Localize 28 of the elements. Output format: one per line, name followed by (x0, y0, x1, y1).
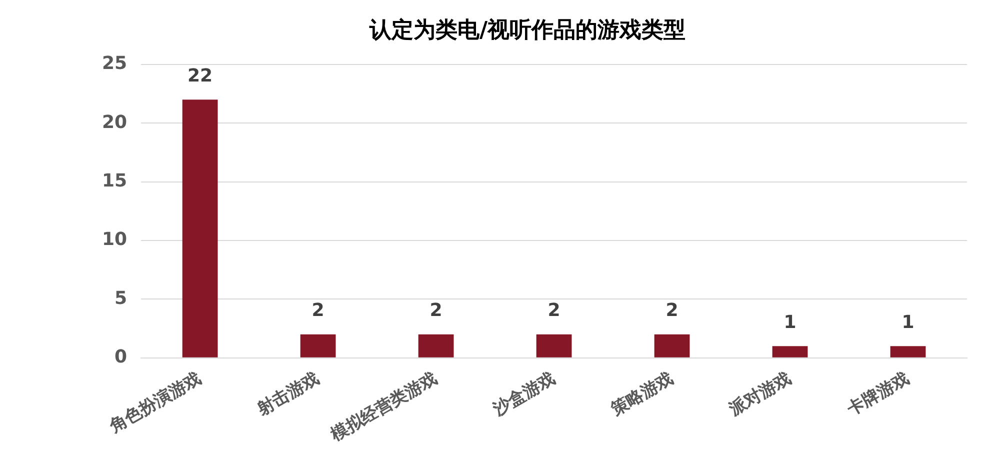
bar (300, 334, 336, 358)
y-tick-label: 15 (102, 170, 128, 192)
data-label: 22 (188, 65, 213, 86)
y-tick-label: 5 (114, 288, 128, 309)
chart-title: 认定为类电/视听作品的游戏类型 (368, 16, 686, 43)
data-label: 2 (430, 300, 442, 322)
y-tick-label: 25 (102, 53, 128, 74)
bar (536, 334, 572, 358)
x-tick-label: 派对游戏 (724, 368, 795, 420)
bar (654, 334, 690, 358)
x-tick-label: 模拟经营类游戏 (326, 368, 441, 446)
x-tick-label: 策略游戏 (606, 368, 677, 420)
y-tick-label: 20 (102, 112, 128, 133)
data-label: 2 (666, 300, 678, 322)
bar (182, 100, 218, 358)
x-tick-label: 射击游戏 (252, 368, 323, 420)
data-label: 1 (784, 312, 796, 333)
y-tick-label: 10 (102, 229, 128, 250)
data-label: 1 (902, 312, 914, 333)
data-label: 2 (548, 300, 560, 322)
bar (890, 346, 926, 358)
bar (418, 334, 454, 358)
x-tick-label: 角色扮演游戏 (106, 368, 205, 438)
data-label: 2 (312, 300, 324, 322)
x-tick-label: 卡牌游戏 (842, 368, 913, 420)
x-tick-label: 沙盒游戏 (488, 368, 559, 420)
bar (772, 346, 808, 358)
y-tick-label: 0 (114, 346, 128, 368)
